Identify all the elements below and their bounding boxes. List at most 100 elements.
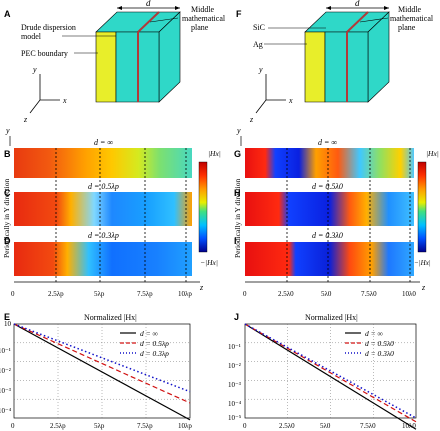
panel-label-h: H xyxy=(234,188,241,198)
axis-z-label: z xyxy=(23,115,28,124)
arrow-f-right xyxy=(384,6,389,10)
sic-label: SiC xyxy=(253,23,265,32)
legend-j-1: d = 0.5λ0 xyxy=(365,339,394,348)
z-axis-arrow xyxy=(29,99,41,114)
panel-f-schematic: F d Middle mathematical plane SiC Ag y x xyxy=(236,0,434,124)
middle-plane-top xyxy=(137,11,160,33)
panel-label-e: E xyxy=(4,312,10,322)
z-axis-arrow-f xyxy=(255,99,267,114)
series-line-0 xyxy=(13,323,191,421)
ag-label: Ag xyxy=(253,40,263,49)
colorbar-left xyxy=(198,161,208,253)
series-line-1 xyxy=(13,323,191,404)
plot-e-title: Normalized |Hx| xyxy=(84,313,137,322)
colorbar-left-bottom: −|Hx| xyxy=(200,258,218,267)
strip-tick-0: 0 xyxy=(11,290,15,298)
drude-label-2: model xyxy=(21,32,42,41)
axis-z-label-f: z xyxy=(249,115,254,124)
plot-e-xtick-0: 0 xyxy=(11,422,15,430)
arrow-f-left xyxy=(326,6,331,10)
plot-j-ytick-1: 10⁻² xyxy=(228,362,241,370)
strips-y-label-right: Periodically in Y direction xyxy=(233,179,242,258)
strip-d-label: d = 0.3λp xyxy=(88,231,119,240)
strip-tick-2: 5λp xyxy=(94,290,105,298)
arrow-head-right xyxy=(175,6,180,10)
d-label: d xyxy=(146,0,151,8)
plot-e-ytick-0: 10 xyxy=(4,320,12,328)
plot-j-xtick-1: 2.5λ0 xyxy=(279,422,295,430)
strip-h-label: d = 0.5λ0 xyxy=(312,182,343,191)
pec-front-face xyxy=(95,31,117,103)
drude-label-1: Drude dispersion xyxy=(21,23,76,32)
strip-g-field xyxy=(245,148,414,178)
plot-e-area xyxy=(13,323,191,421)
plot-e-xtick-2: 5λp xyxy=(94,422,105,430)
plot-e-xtick-4: 10λp xyxy=(178,422,192,430)
middle-plane-f-1: Middle xyxy=(398,5,422,14)
strip-r-tick-1: 2.5λ0 xyxy=(278,290,294,298)
strip-tick-3: 7.5λp xyxy=(137,290,153,298)
colorbar-right xyxy=(417,161,427,253)
plot-e-ytick-3: 10⁻³ xyxy=(0,387,11,395)
plot-j-ytick-3: 10⁻⁴ xyxy=(228,400,242,408)
strips-y-label: Periodically in Y direction xyxy=(2,179,11,258)
strips-axis-y-right: y xyxy=(236,126,241,135)
series-line-2 xyxy=(244,323,417,419)
strip-tick-4: 10λp xyxy=(178,290,192,298)
arrow-head-left xyxy=(117,6,122,10)
panel-label-f: F xyxy=(236,9,242,19)
plot-e-ytick-1: 10⁻¹ xyxy=(0,347,11,355)
plot-j-legend: d = ∞ d = 0.5λ0 d = 0.3λ0 xyxy=(345,329,394,358)
middle-plane-f-3: plane xyxy=(398,23,416,32)
legend-e-2: d = 0.3λp xyxy=(140,349,169,358)
series-line-0 xyxy=(244,323,417,430)
plot-j-title: Normalized |Hx| xyxy=(305,313,358,322)
middle-plane-leader xyxy=(149,17,179,23)
strip-c-field xyxy=(14,192,192,226)
pec-label: PEC boundary xyxy=(21,49,68,58)
strip-r-tick-4: 10λ0 xyxy=(402,290,416,298)
axis-x-label: x xyxy=(62,96,67,105)
strip-i-label: d = 0.3λ0 xyxy=(312,231,343,240)
left-field-strips: Periodically in Y direction y B d = ∞ C … xyxy=(2,126,221,298)
plot-j-xtick-0: 0 xyxy=(243,422,247,430)
panel-label-c: C xyxy=(4,188,11,198)
plot-j-xtick-3: 7.5λ0 xyxy=(360,422,376,430)
right-field-strips: Periodically in Y direction y G d = ∞ H … xyxy=(233,126,439,298)
middle-plane-label-1: Middle xyxy=(191,5,215,14)
strip-g-label: d = ∞ xyxy=(318,138,337,147)
strip-c-label: d = 0.5λp xyxy=(88,182,119,191)
d-label-f: d xyxy=(355,0,360,8)
strip-h-field xyxy=(245,192,414,226)
plot-j-ytick-2: 10⁻³ xyxy=(228,381,241,389)
strips-axis-z: z xyxy=(199,283,204,292)
legend-e-0: d = ∞ xyxy=(140,329,159,338)
legend-j-2: d = 0.3λ0 xyxy=(365,349,394,358)
colorbar-right-bottom: −|Hx| xyxy=(414,259,431,267)
panel-label-a: A xyxy=(4,9,11,19)
panel-label-i: I xyxy=(234,236,237,246)
left-column: A d Middle mathematical plane Drude disp… xyxy=(0,0,226,430)
plot-j-xtick-2: 5λ0 xyxy=(320,422,331,430)
colorbar-right-top: |Hx| xyxy=(426,149,439,158)
plot-e-ytick-2: 10⁻² xyxy=(0,367,11,375)
plot-j-ytick-4: 10⁻⁵ xyxy=(228,414,242,422)
middle-plane-f-leader xyxy=(359,17,389,23)
strip-r-tick-0: 0 xyxy=(243,290,247,298)
strips-axis-z-right: z xyxy=(421,283,426,292)
plot-e-ytick-4: 10⁻⁴ xyxy=(0,407,12,415)
middle-plane-label-2: mathematical xyxy=(182,14,226,23)
right-column: F d Middle mathematical plane SiC Ag y x xyxy=(228,0,439,430)
middle-plane-label-3: plane xyxy=(191,23,209,32)
legend-e-1: d = 0.5λp xyxy=(140,339,169,348)
strip-tick-1: 2.5λp xyxy=(48,290,64,298)
series-line-2 xyxy=(13,323,191,393)
strips-axis-y: y xyxy=(5,126,10,135)
axis-x-label-f: x xyxy=(288,96,293,105)
colorbar-left-top: |Hx| xyxy=(208,149,221,158)
panel-a-schematic: A d Middle mathematical plane Drude disp… xyxy=(4,0,226,124)
middle-plane-f-2: mathematical xyxy=(390,14,434,23)
strip-r-tick-2: 5λ0 xyxy=(321,290,332,298)
strip-b-label: d = ∞ xyxy=(94,138,113,147)
